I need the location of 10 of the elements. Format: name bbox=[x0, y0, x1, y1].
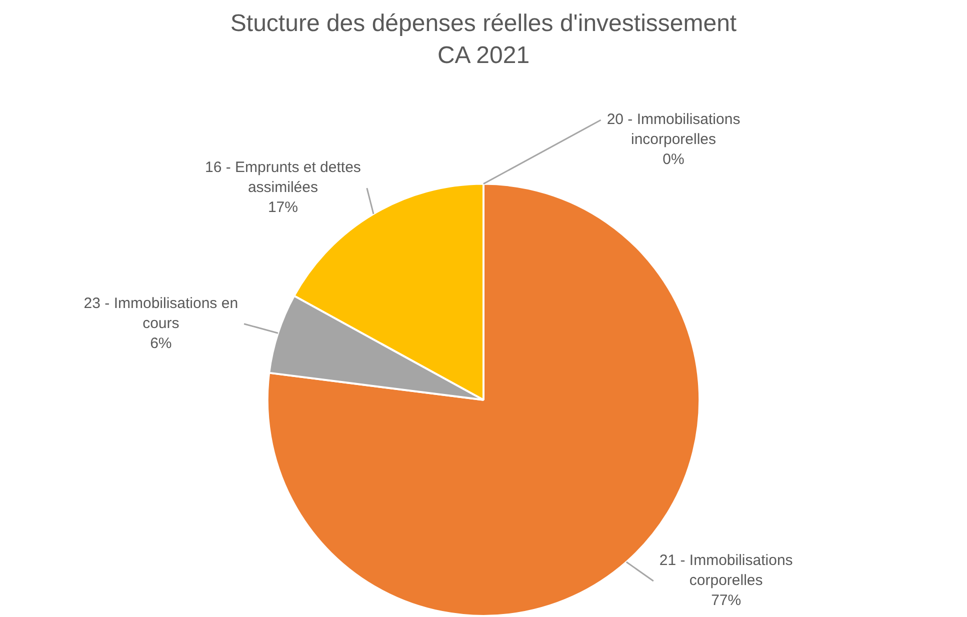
slice-label: 16 - Emprunts et dettes assimilées bbox=[204, 159, 361, 196]
text: 0% bbox=[662, 151, 684, 168]
slice-label: 23 - Immobilisations en cours bbox=[84, 294, 238, 332]
data-label: 6% bbox=[150, 334, 172, 352]
chart-subtitle: CA 2021 bbox=[437, 42, 530, 70]
data-label: 77% bbox=[711, 592, 742, 610]
category-label: 20 - Immobilisations incorporelles bbox=[606, 111, 740, 148]
chart-title: Stucture des dépenses réelles d'investissement bbox=[230, 10, 737, 37]
slice-label: 21 - Immobilisations corporelles bbox=[659, 552, 793, 590]
data-label: 17% bbox=[268, 199, 298, 216]
